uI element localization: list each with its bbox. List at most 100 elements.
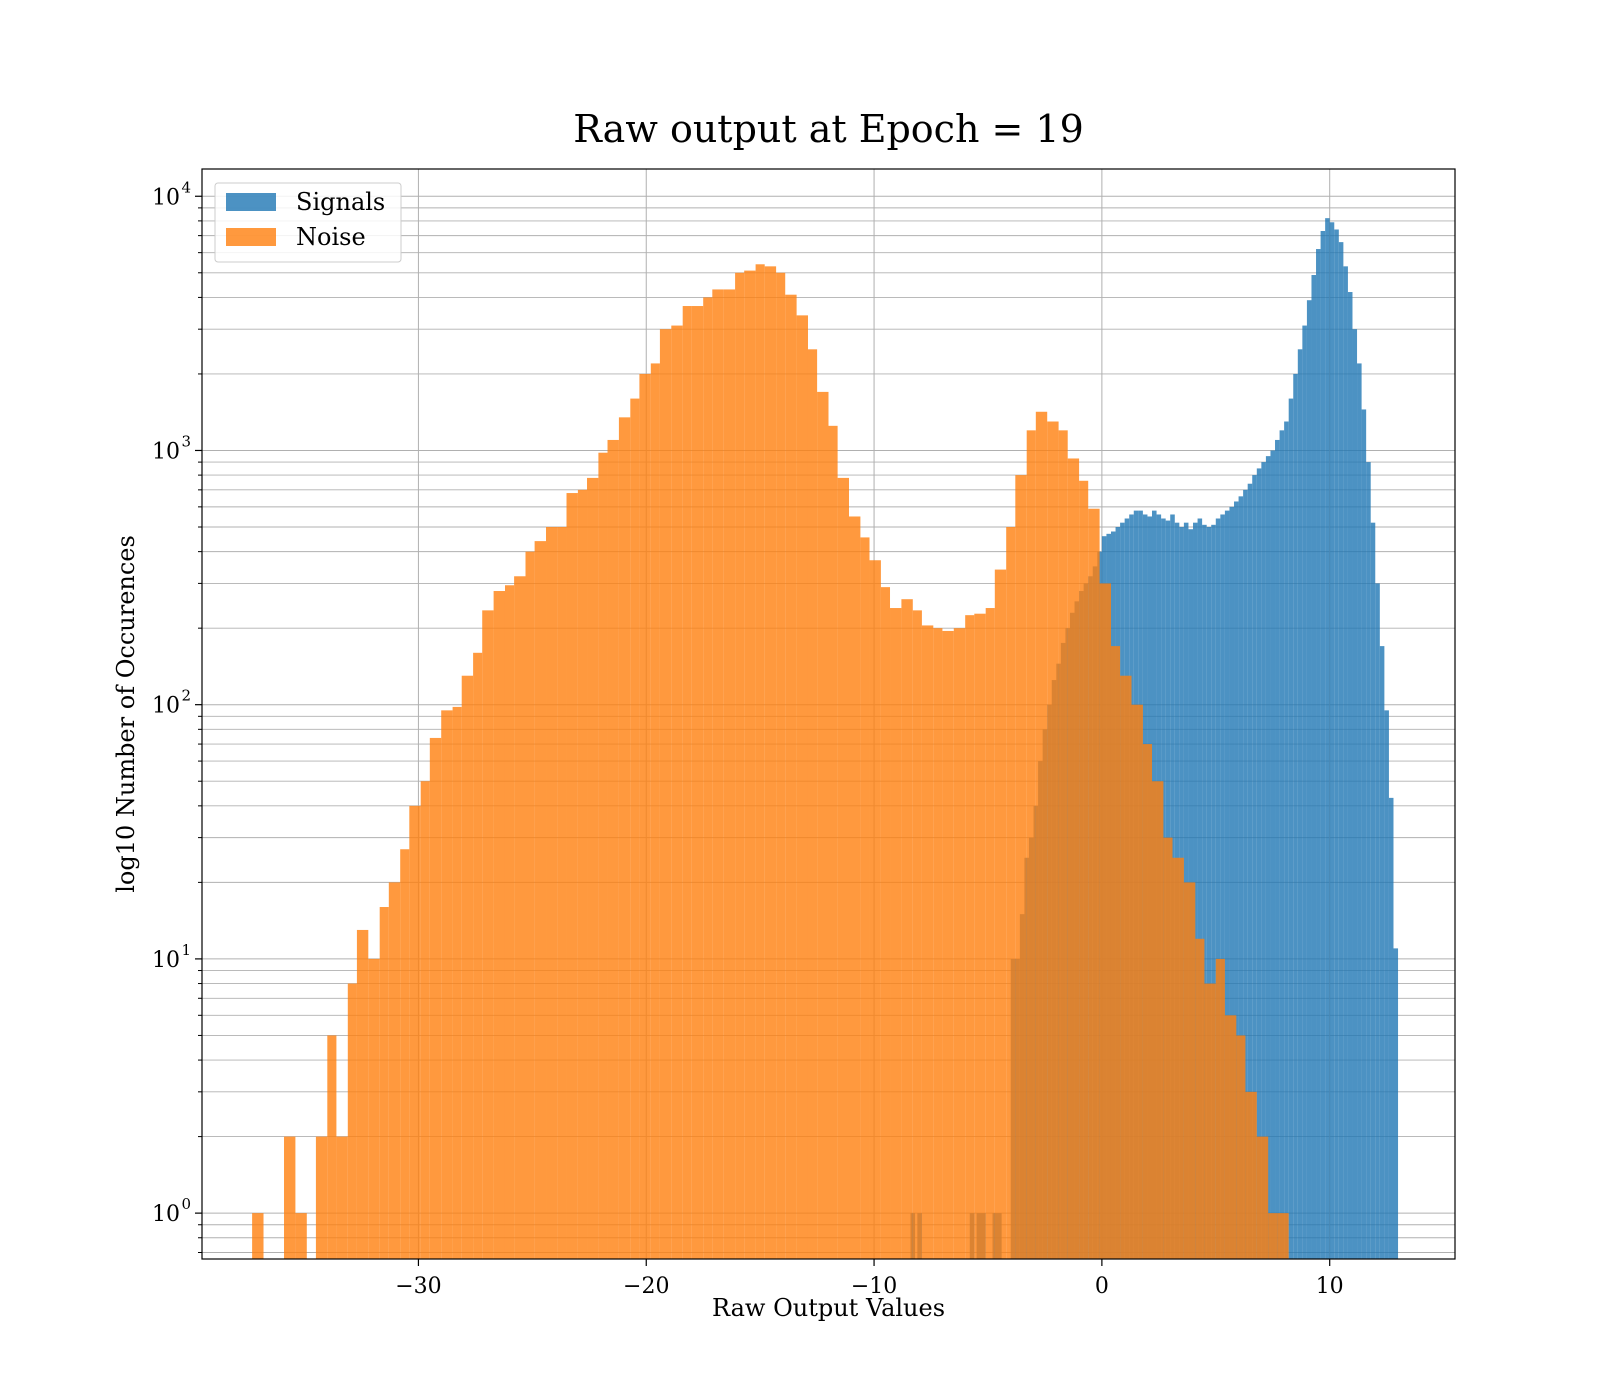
noise-bar [691, 306, 704, 1259]
y-tick-exponent: 4 [181, 178, 191, 196]
legend-label-signals: Signals [296, 188, 385, 216]
y-tick-label: 10 [152, 948, 180, 973]
noise-bar [336, 1136, 348, 1259]
noise-bar [953, 628, 966, 1259]
legend-swatch-noise [226, 228, 276, 246]
noise-bar [974, 613, 986, 1259]
noise-bar [504, 585, 515, 1259]
signals-bar [1224, 510, 1230, 1259]
noise-bar [1268, 1213, 1278, 1259]
x-tick-label: 10 [1316, 1274, 1344, 1299]
noise-bar [723, 289, 736, 1259]
noise-bar [1195, 938, 1205, 1259]
signals-bar [1215, 518, 1221, 1259]
noise-bar [557, 526, 567, 1259]
noise-bar [1142, 744, 1153, 1259]
noise-bar [659, 329, 672, 1259]
noise-bar [890, 608, 902, 1259]
legend-label-noise: Noise [296, 223, 366, 251]
noise-bar [828, 425, 838, 1259]
signals-bar [1229, 506, 1235, 1259]
noise-bar [525, 551, 535, 1259]
noise-bar [965, 615, 975, 1259]
noise-bar [744, 270, 756, 1259]
noise-bar [933, 628, 943, 1259]
noise-bar [577, 489, 588, 1259]
noise-bar [994, 569, 1007, 1259]
signals-bar [1302, 325, 1307, 1259]
noise-bar [546, 526, 558, 1259]
x-tick-label: −20 [623, 1274, 669, 1299]
noise-bar [639, 373, 651, 1260]
signals-bar [1329, 222, 1335, 1259]
noise-bar [1035, 411, 1048, 1260]
noise-bar [356, 929, 369, 1259]
signals-bar [1347, 292, 1353, 1259]
noise-bar [514, 576, 526, 1259]
noise-bar [284, 1136, 296, 1259]
y-tick-exponent: 2 [181, 687, 191, 705]
noise-bar [703, 297, 713, 1260]
noise-bar [461, 675, 474, 1259]
signals-bar [1334, 229, 1339, 1259]
signals-bar [1256, 468, 1262, 1259]
noise-bar [682, 306, 692, 1259]
signals-bar [1366, 462, 1371, 1259]
x-axis-label: Raw Output Values [712, 1294, 945, 1322]
noise-bar [252, 1213, 264, 1259]
noise-bar [473, 652, 483, 1259]
noise-bar [1152, 781, 1164, 1259]
signals-bar [1388, 797, 1394, 1259]
signals-bar [1247, 483, 1253, 1259]
legend: Signals Noise [214, 182, 402, 263]
signals-bar [1220, 514, 1225, 1259]
signals-bar [1352, 329, 1358, 1259]
chart-title: Raw output at Epoch = 19 [573, 107, 1084, 151]
noise-bars [252, 264, 1289, 1260]
signals-bar [1316, 249, 1321, 1259]
noise-bar [807, 349, 818, 1260]
noise-bar [921, 625, 934, 1259]
y-tick-label: 10 [152, 439, 180, 464]
noise-bar [764, 266, 777, 1259]
plot-frame [201, 168, 1456, 1260]
signals-bar [1206, 526, 1212, 1259]
y-tick-label: 10 [152, 185, 180, 210]
signals-bar [1238, 496, 1244, 1260]
noise-bar [1183, 882, 1196, 1259]
signals-bar [1288, 398, 1294, 1260]
signals-bar [1252, 475, 1257, 1259]
noise-bar [901, 599, 913, 1259]
noise-bar [1067, 458, 1080, 1260]
x-tick-label: 0 [1095, 1274, 1109, 1299]
noise-bar [1215, 958, 1225, 1259]
noise-bar [598, 452, 608, 1259]
noise-bar [379, 907, 389, 1259]
noise-bar [755, 264, 765, 1259]
noise-bar [912, 610, 922, 1259]
signals-bar [1279, 430, 1285, 1259]
signals-bar [1375, 583, 1380, 1259]
signals-bar [1311, 275, 1317, 1259]
signals-bar [1306, 300, 1312, 1259]
noise-bar [315, 1136, 328, 1259]
noise-bar [880, 587, 891, 1259]
signals-bar [1265, 456, 1271, 1259]
noise-bar [441, 710, 453, 1259]
noise-bar [1088, 508, 1100, 1259]
signals-bar [1343, 266, 1348, 1259]
noise-bar [482, 610, 494, 1259]
noise-bar [1079, 480, 1089, 1259]
noise-bar [452, 706, 462, 1259]
signals-bar [1361, 409, 1367, 1259]
noise-bar [1026, 430, 1036, 1259]
signals-bar [1270, 450, 1276, 1259]
noise-bar [1224, 1015, 1237, 1259]
noise-bar [587, 477, 599, 1259]
noise-bar [1277, 1213, 1289, 1259]
noise-bar [429, 737, 442, 1259]
noise-bar [1256, 1136, 1269, 1259]
